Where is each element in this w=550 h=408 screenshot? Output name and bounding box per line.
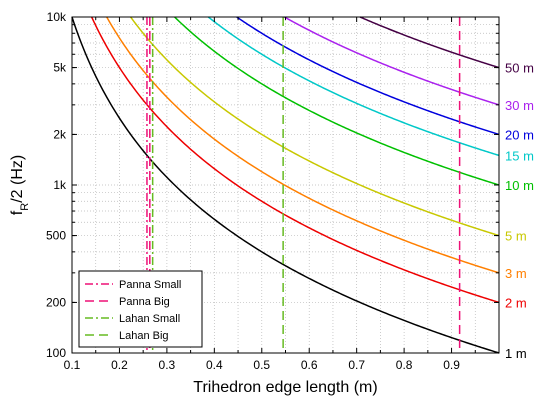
- series-label: 2 m: [505, 295, 527, 310]
- series-label: 10 m: [505, 178, 534, 193]
- x-tick-label: 0.7: [348, 358, 365, 372]
- series-label: 3 m: [505, 266, 527, 281]
- x-axis-title: Trihedron edge length (m): [193, 379, 377, 396]
- series-line: [130, 16, 500, 237]
- series-line: [174, 16, 500, 186]
- y-tick-label: 500: [46, 229, 66, 243]
- y-tick-label: 5k: [53, 61, 67, 75]
- series-line: [106, 16, 500, 274]
- series-lines: [71, 16, 500, 354]
- series-labels: 1 m 2 m 3 m 5 m 10 m 15 m 20 m 30 m 50 m: [505, 61, 534, 361]
- series-line: [207, 16, 500, 157]
- series-line: [90, 16, 500, 304]
- x-tick-label: 0.2: [111, 358, 128, 372]
- y-axis-title-subscript: R: [19, 203, 31, 211]
- x-tick-label: 0.3: [159, 358, 176, 372]
- series-label: 20 m: [505, 127, 534, 142]
- series-line: [284, 16, 500, 106]
- y-tick-label: 200: [46, 295, 66, 309]
- series-line: [236, 16, 500, 136]
- grid: [71, 17, 500, 353]
- legend-label: Lahan Big: [119, 330, 169, 342]
- y-tick-label: 1k: [53, 178, 67, 192]
- y-tick-label: 2k: [53, 127, 67, 141]
- y-tick-label: 100: [46, 346, 66, 360]
- series-label: 30 m: [505, 98, 534, 113]
- series-line: [71, 16, 500, 354]
- legend-label: Panna Big: [119, 296, 170, 308]
- x-tick-label: 0.1: [64, 358, 81, 372]
- series-label: 5 m: [505, 229, 527, 244]
- series-line: [359, 16, 500, 69]
- y-tick-label: 10k: [47, 10, 67, 24]
- y-axis-title-main: f: [9, 210, 26, 215]
- x-tick-label: 0.8: [396, 358, 413, 372]
- x-tick-label: 0.5: [253, 358, 270, 372]
- series-label: 15 m: [505, 148, 534, 163]
- series-label: 50 m: [505, 61, 534, 76]
- x-tick-label: 0.9: [443, 358, 460, 372]
- axis-ticks: 0.1 0.2 0.3 0.4 0.5 0.6 0.7 0.8 0.9 100 200 500 1k 2k…: [46, 10, 499, 372]
- legend: Panna Small Panna Big Lahan Small Lahan Big: [78, 270, 203, 348]
- y-axis-title: fR/2 (Hz): [9, 155, 31, 215]
- x-tick-label: 0.6: [301, 358, 318, 372]
- x-tick-label: 0.4: [206, 358, 223, 372]
- y-axis-title-rest: /2 (Hz): [9, 155, 26, 203]
- series-label: 1 m: [505, 346, 527, 361]
- legend-label: Panna Small: [119, 279, 181, 291]
- legend-label: Lahan Small: [119, 313, 180, 325]
